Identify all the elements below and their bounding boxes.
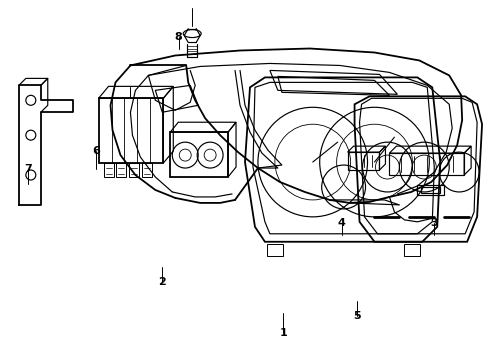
- Text: 3: 3: [430, 218, 437, 228]
- Text: 6: 6: [92, 146, 100, 156]
- Text: 7: 7: [24, 164, 32, 174]
- Text: 2: 2: [158, 277, 165, 287]
- Text: 5: 5: [352, 311, 360, 321]
- Text: 4: 4: [337, 218, 345, 228]
- Text: 1: 1: [279, 328, 287, 338]
- Text: 8: 8: [175, 32, 182, 41]
